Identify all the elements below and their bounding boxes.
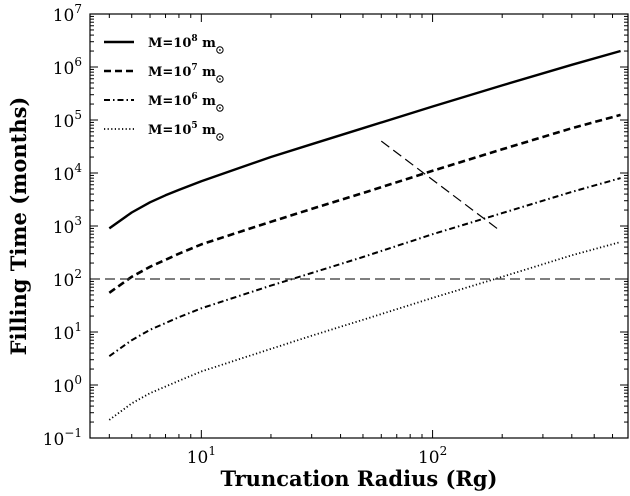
sun-symbol-dot (219, 49, 221, 51)
y-tick-label: 101 (53, 320, 82, 344)
ticks (90, 13, 629, 439)
plot-frame (89, 13, 629, 439)
y-axis-label: Filling Time (months) (6, 97, 31, 356)
sun-symbol-dot (219, 107, 221, 109)
sun-symbol-dot (219, 78, 221, 80)
series-line-3 (108, 177, 621, 358)
x-tick-label: 102 (418, 444, 447, 468)
tick-labels: 101 102 10−1 100 101 102 103 104 105 106 107 (43, 2, 448, 468)
sun-symbol-icon (216, 104, 224, 112)
series-line-1 (108, 49, 621, 230)
legend-label-2: M=107 m (148, 63, 216, 80)
x-tick-label: 101 (187, 444, 216, 468)
series-line-4 (108, 241, 621, 421)
y-tick-label: 106 (53, 55, 82, 79)
y-tick-label: 102 (53, 267, 82, 291)
series-lines (108, 49, 621, 421)
sun-symbol-icon (216, 75, 224, 83)
legend-label-1: M=108 m (148, 34, 216, 51)
series-line-2 (108, 113, 621, 294)
reference-line-segment (380, 140, 498, 229)
y-tick-label: 10−1 (43, 426, 82, 450)
y-tick-label: 104 (53, 161, 83, 185)
y-tick-label: 103 (53, 214, 82, 238)
y-tick-label: 100 (53, 373, 82, 397)
sun-symbol-icon (216, 133, 224, 141)
legend: M=108 m M=107 m M=106 m M=105 m (104, 34, 224, 141)
legend-label-3: M=106 m (148, 92, 216, 109)
legend-label-4: M=105 m (148, 121, 216, 138)
y-tick-label: 107 (53, 2, 82, 26)
reference-lines (90, 140, 628, 280)
sun-symbol-icon (216, 46, 224, 54)
y-tick-label: 105 (53, 108, 82, 132)
x-axis-label: Truncation Radius (Rg) (221, 466, 498, 491)
sun-symbol-dot (219, 136, 221, 138)
